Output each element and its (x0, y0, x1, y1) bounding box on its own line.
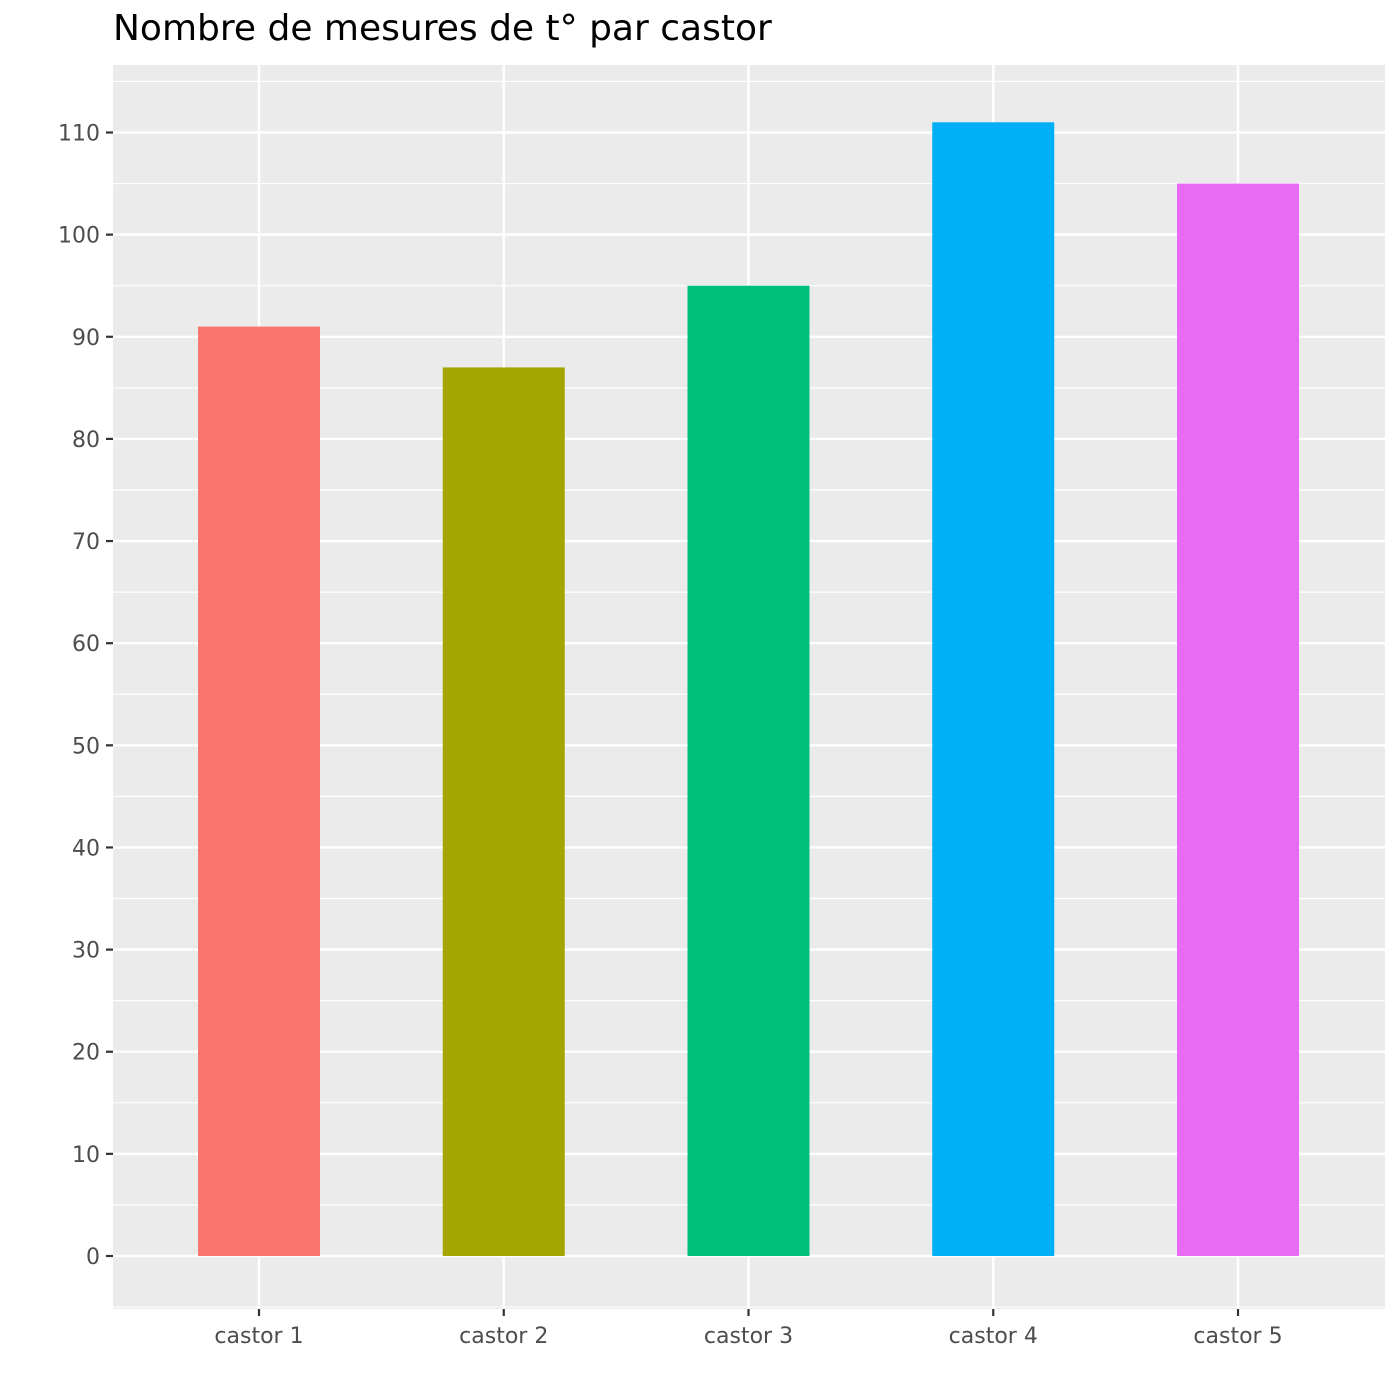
x-tick-label: castor 4 (949, 1324, 1038, 1349)
y-tick-label: 20 (72, 1041, 100, 1066)
x-tick-label: castor 5 (1193, 1324, 1282, 1349)
y-tick-label: 30 (72, 939, 100, 964)
bar-castor-5 (1177, 183, 1299, 1257)
y-tick-label: 50 (72, 734, 100, 759)
x-axis: castor 1 castor 2 castor 3 castor 4 castor 5 (214, 1309, 1283, 1349)
y-tick-label: 60 (72, 632, 100, 657)
y-tick-label: 110 (58, 122, 100, 147)
bar-castor-2 (442, 367, 565, 1256)
y-tick-label: 90 (72, 326, 100, 351)
x-tick-label: castor 3 (704, 1324, 793, 1349)
y-axis: 0 10 20 30 40 50 60 70 80 90 100 110 (58, 122, 113, 1270)
bar-castor-1 (198, 326, 320, 1256)
y-tick-label: 10 (72, 1143, 100, 1168)
bar-castor-4 (932, 122, 1055, 1256)
x-tick-label: castor 1 (214, 1324, 303, 1349)
y-tick-label: 40 (72, 836, 100, 861)
chart-title: Nombre de mesures de t° par castor (113, 8, 772, 49)
x-tick-label: castor 2 (459, 1324, 548, 1349)
y-tick-label: 80 (72, 428, 100, 453)
y-tick-label: 0 (86, 1245, 100, 1270)
y-tick-label: 70 (72, 530, 100, 555)
bar-castor-3 (687, 285, 810, 1256)
y-tick-label: 100 (58, 224, 100, 249)
bars (198, 122, 1299, 1257)
